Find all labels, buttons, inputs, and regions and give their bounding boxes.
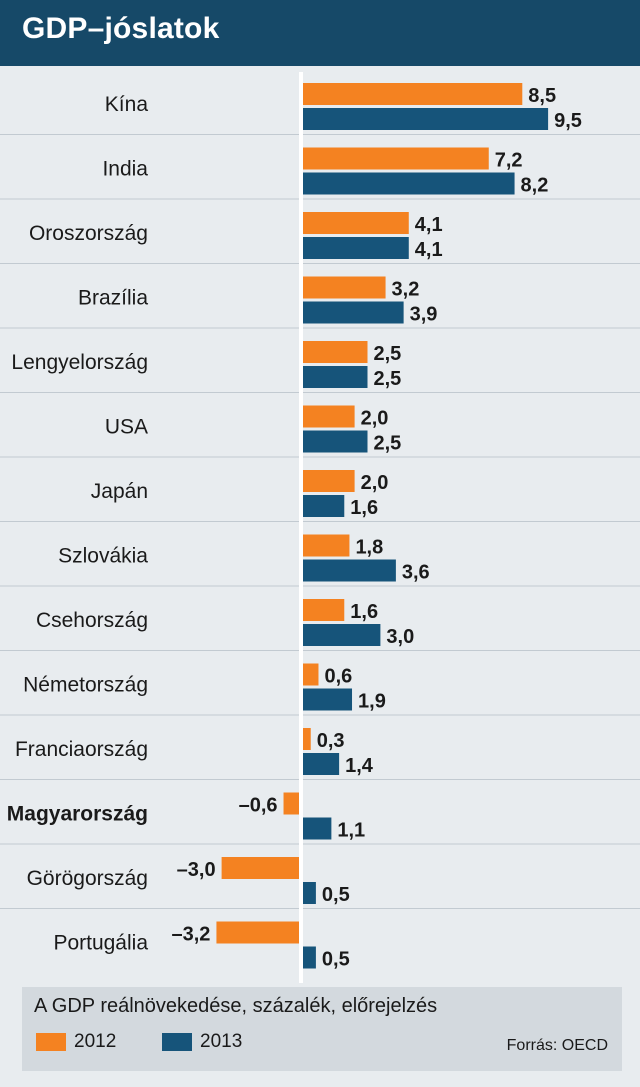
category-label: Csehország <box>36 609 148 632</box>
category-label: Németország <box>23 674 148 697</box>
chart-header: GDP–jóslatok <box>0 0 640 66</box>
category-label: Portugália <box>53 932 148 955</box>
bar-2013-3 <box>303 301 404 324</box>
data-label-2012-5: 2,0 <box>361 408 389 430</box>
data-label-2012-2: 4,1 <box>415 214 443 236</box>
source-note: Forrás: OECD <box>506 1037 608 1054</box>
data-label-2012-0: 8,5 <box>528 85 556 107</box>
bar-chart-svg: Kína 8,5 9,5 India 7,2 8,2 Oroszország 4,1 4,1 Br… <box>0 72 640 983</box>
legend-item-2013: 2013 <box>162 1031 242 1053</box>
data-label-2012-11: –0,6 <box>239 795 278 817</box>
category-label: Magyarország <box>7 803 148 826</box>
data-label-2013-10: 1,4 <box>345 755 374 777</box>
bar-2012-4 <box>303 341 368 363</box>
category-label: Szlovákia <box>58 545 148 568</box>
data-label-2012-4: 2,5 <box>374 343 402 365</box>
bar-2012-6 <box>303 470 355 492</box>
data-label-2012-13: –3,2 <box>172 924 211 946</box>
bar-2013-8 <box>303 624 381 646</box>
data-label-2013-5: 2,5 <box>374 433 402 455</box>
category-label: Kína <box>105 93 149 116</box>
category-label: India <box>102 158 148 181</box>
bar-2012-11 <box>283 792 299 815</box>
bar-2013-1 <box>303 172 515 195</box>
data-label-2012-7: 1,8 <box>355 537 383 559</box>
bar-2013-12 <box>303 882 316 904</box>
legend-label-2012: 2012 <box>74 1031 117 1052</box>
data-label-2012-12: –3,0 <box>177 859 216 881</box>
bar-2013-9 <box>303 688 353 711</box>
category-label: Japán <box>91 480 148 503</box>
data-label-2013-7: 3,6 <box>402 562 430 584</box>
bar-chart: Kína 8,5 9,5 India 7,2 8,2 Oroszország 4,1 4,1 Br… <box>0 66 640 986</box>
bar-2012-12 <box>221 857 299 879</box>
data-label-2012-10: 0,3 <box>317 730 345 752</box>
bar-2012-8 <box>303 599 345 621</box>
data-label-2013-0: 9,5 <box>554 110 582 132</box>
bar-2012-5 <box>303 405 355 428</box>
category-label: Lengyelország <box>11 351 148 374</box>
bar-2012-9 <box>303 663 319 686</box>
data-label-2012-8: 1,6 <box>350 601 378 623</box>
category-label: Brazília <box>78 287 148 310</box>
bar-2013-13 <box>303 946 316 969</box>
data-label-2012-6: 2,0 <box>361 472 389 494</box>
data-label-2013-4: 2,5 <box>374 368 402 390</box>
bar-2013-2 <box>303 237 409 259</box>
data-label-2013-6: 1,6 <box>350 497 378 519</box>
legend-item-2012: 2012 <box>36 1031 116 1053</box>
bar-2013-5 <box>303 430 368 453</box>
bar-2012-3 <box>303 276 386 299</box>
data-label-2012-1: 7,2 <box>495 150 523 172</box>
data-label-2012-9: 0,6 <box>324 666 352 688</box>
category-label: Franciaország <box>15 738 148 761</box>
category-label: Oroszország <box>29 222 148 245</box>
bar-2013-11 <box>303 817 332 840</box>
category-label: USA <box>105 416 148 439</box>
data-label-2012-3: 3,2 <box>392 279 420 301</box>
chart-footer: A GDP reálnövekedése, százalék, előrejel… <box>22 987 622 1071</box>
bar-2013-6 <box>303 495 345 517</box>
category-label: Görögország <box>27 867 148 890</box>
data-label-2013-13: 0,5 <box>322 949 350 971</box>
bar-2013-7 <box>303 559 396 582</box>
bar-2013-10 <box>303 753 340 775</box>
legend-swatch-2012 <box>36 1033 66 1051</box>
data-label-2013-9: 1,9 <box>358 691 386 713</box>
legend-swatch-2013 <box>162 1033 192 1051</box>
data-label-2013-2: 4,1 <box>415 239 443 261</box>
bar-2012-2 <box>303 212 409 234</box>
data-label-2013-12: 0,5 <box>322 884 350 906</box>
bar-2012-0 <box>303 83 523 105</box>
bar-2012-13 <box>216 921 299 944</box>
data-label-2013-8: 3,0 <box>386 626 414 648</box>
chart-title: GDP–jóslatok <box>22 12 220 45</box>
legend-label-2013: 2013 <box>200 1031 243 1052</box>
data-label-2013-11: 1,1 <box>337 820 365 842</box>
bar-2013-4 <box>303 366 368 388</box>
data-label-2013-3: 3,9 <box>410 304 438 326</box>
bar-2012-7 <box>303 534 350 557</box>
bar-2012-10 <box>303 728 311 750</box>
footer-note: A GDP reálnövekedése, százalék, előrejel… <box>34 995 438 1017</box>
bar-2013-0 <box>303 108 549 130</box>
data-label-2013-1: 8,2 <box>521 175 549 197</box>
bar-2012-1 <box>303 147 489 170</box>
